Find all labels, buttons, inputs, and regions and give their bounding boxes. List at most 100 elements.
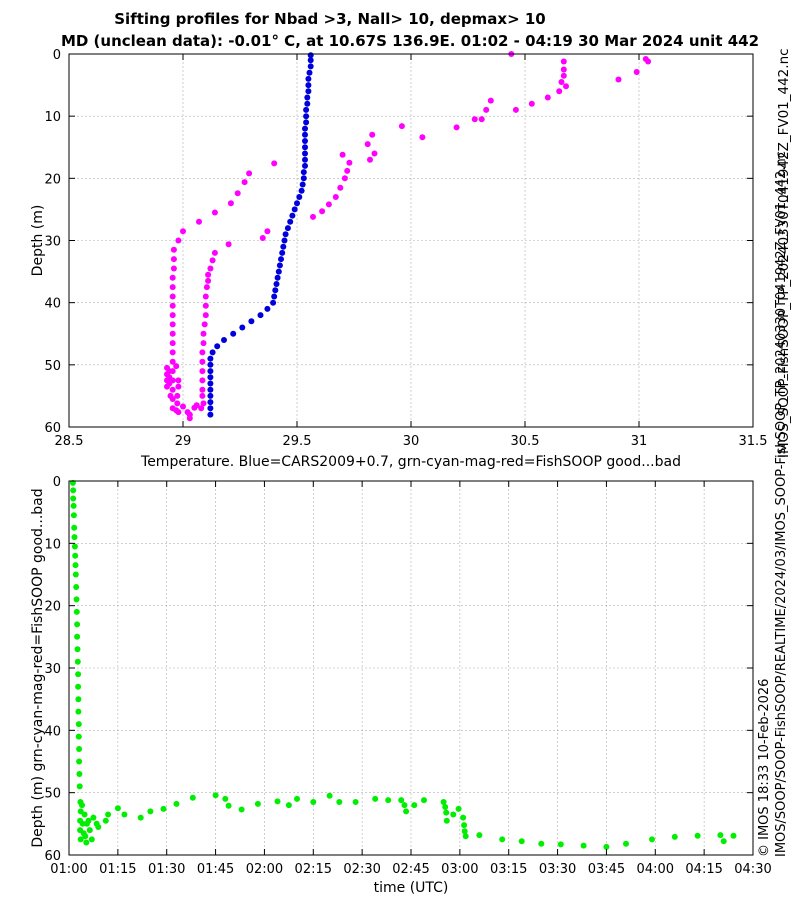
top-series-0-point-50: [207, 361, 214, 368]
bottom-series-0-point-14: [74, 621, 81, 628]
top-series-1-point-14: [453, 124, 460, 131]
top-x-tick-label: 31: [631, 434, 648, 449]
top-series-3-point-17: [199, 368, 206, 375]
top-series-3-point-10: [202, 302, 209, 309]
bottom-series-0-point-25: [76, 758, 83, 765]
bottom-series-0-point-85: [499, 836, 506, 843]
top-y-tick-label: 10: [44, 110, 61, 125]
top-x-tick-label: 30.5: [511, 434, 540, 449]
top-series-3-point-3: [211, 249, 218, 256]
top-x-tick-label: 31.5: [739, 434, 768, 449]
top-series-2-point-33: [166, 374, 173, 381]
top-series-2-point-15: [169, 293, 176, 300]
top-series-0-point-25: [291, 206, 298, 213]
bottom-series-0-point-64: [326, 792, 333, 799]
top-series-2-point-13: [169, 274, 176, 281]
top-series-2-point-16: [169, 302, 176, 309]
top-series-0-point-19: [300, 169, 307, 176]
top-series-0-point-8: [304, 100, 311, 107]
bottom-y-tick-label: 10: [44, 537, 61, 552]
bottom-series-0-point-67: [372, 795, 379, 802]
top-series-3-point-19: [199, 386, 206, 393]
top-series-0-point-23: [296, 194, 303, 200]
top-x-tick-label: 29.5: [283, 434, 312, 449]
bottom-series-0-point-50: [137, 814, 144, 821]
top-series-1-point-18: [364, 141, 371, 148]
top-series-2-point-42: [175, 409, 182, 416]
bottom-series-0-point-74: [440, 799, 447, 805]
bottom-series-0-point-55: [212, 792, 219, 799]
top-series-1-point-24: [337, 184, 344, 191]
top-series-0-point-53: [207, 380, 214, 387]
top-series-2-point-20: [169, 340, 176, 347]
bottom-series-0-point-86: [518, 838, 525, 845]
top-series-1-point-9: [512, 106, 519, 113]
bottom-series-0-point-63: [310, 799, 317, 805]
bottom-series-0-point-24: [76, 746, 83, 752]
top-series-0-point-48: [209, 349, 216, 356]
top-series-2-point-21: [169, 349, 176, 356]
bottom-series-0-point-41: [86, 827, 93, 834]
top-series-0-point-9: [303, 106, 310, 113]
top-series-3-point-4: [209, 257, 216, 264]
bottom-y-tick-label: 0: [53, 475, 61, 490]
bottom-series-0-point-17: [74, 658, 81, 665]
bottom-y-tick-label: 30: [44, 662, 61, 677]
top-series-1-point-8: [528, 100, 535, 107]
top-series-1-point-19: [371, 150, 378, 157]
bottom-series-0-point-7: [71, 543, 78, 550]
top-series-3-point-8: [203, 284, 210, 291]
top-series-1-point-25: [332, 194, 339, 200]
top-y-tick-label: 0: [53, 48, 61, 63]
top-series-2-point-0: [339, 151, 346, 158]
bottom-series-0-point-91: [623, 840, 629, 847]
bottom-series-0-point-38: [83, 839, 90, 846]
bottom-x-tick-label: 02:15: [295, 862, 332, 877]
top-series-2-point-4: [234, 190, 241, 197]
top-series-2-point-50: [200, 400, 207, 407]
bottom-series-0-point-5: [71, 524, 78, 531]
bottom-series-0-point-20: [75, 696, 82, 703]
side-copyright-label: © IMOS 18:33 10-Feb-2026: [757, 678, 772, 857]
bottom-series-0-point-73: [421, 797, 427, 804]
bottom-y-tick-label: 40: [44, 724, 61, 739]
bottom-series-0-point-89: [580, 842, 587, 849]
top-series-3-point-6: [205, 271, 212, 278]
bottom-series-0-point-58: [238, 806, 245, 813]
top-series-0-point-39: [271, 293, 278, 300]
bottom-series-0-point-87: [538, 840, 545, 847]
chart-title-line2: MD (unclean data): -0.01° C, at 10.67S 1…: [60, 32, 760, 50]
bottom-series-0-point-93: [671, 833, 678, 840]
top-series-0-point-32: [279, 249, 286, 256]
top-series-1-point-15: [419, 134, 426, 141]
top-series-2-point-6: [211, 209, 218, 216]
top-series-2-point-40: [174, 400, 181, 407]
top-y-axis-label: Depth (m): [30, 205, 46, 277]
bottom-x-tick-label: 01:15: [99, 862, 136, 877]
top-series-0-point-38: [272, 287, 279, 294]
top-series-2-point-11: [170, 256, 177, 263]
bottom-series-0-point-88: [557, 841, 564, 848]
bottom-x-tick-label: 03:15: [490, 862, 527, 877]
top-series-3-point-12: [201, 321, 208, 328]
top-series-2-point-17: [169, 312, 176, 319]
top-series-2-point-46: [186, 415, 193, 422]
top-series-0-point-44: [239, 324, 246, 331]
bottom-series-0-point-37: [82, 833, 89, 840]
bottom-series-0-point-61: [285, 802, 292, 809]
bottom-series-0-point-49: [121, 811, 128, 818]
top-series-0-point-57: [207, 405, 214, 412]
bottom-x-tick-label: 01:45: [197, 862, 234, 877]
bottom-series-0-point-9: [72, 562, 79, 569]
bottom-series-0-point-8: [72, 552, 79, 559]
bottom-series-0-point-21: [75, 708, 82, 715]
top-series-2-point-49: [198, 405, 205, 412]
bottom-series-0-point-82: [461, 828, 468, 835]
top-series-0-point-29: [282, 231, 289, 238]
top-series-0-point-10: [303, 113, 310, 120]
top-series-0-point-33: [278, 256, 284, 263]
bottom-x-tick-label: 02:30: [343, 862, 380, 877]
top-series-2-point-8: [180, 228, 186, 235]
top-series-1-point-6: [556, 88, 563, 95]
bottom-series-0-point-33: [79, 802, 85, 809]
